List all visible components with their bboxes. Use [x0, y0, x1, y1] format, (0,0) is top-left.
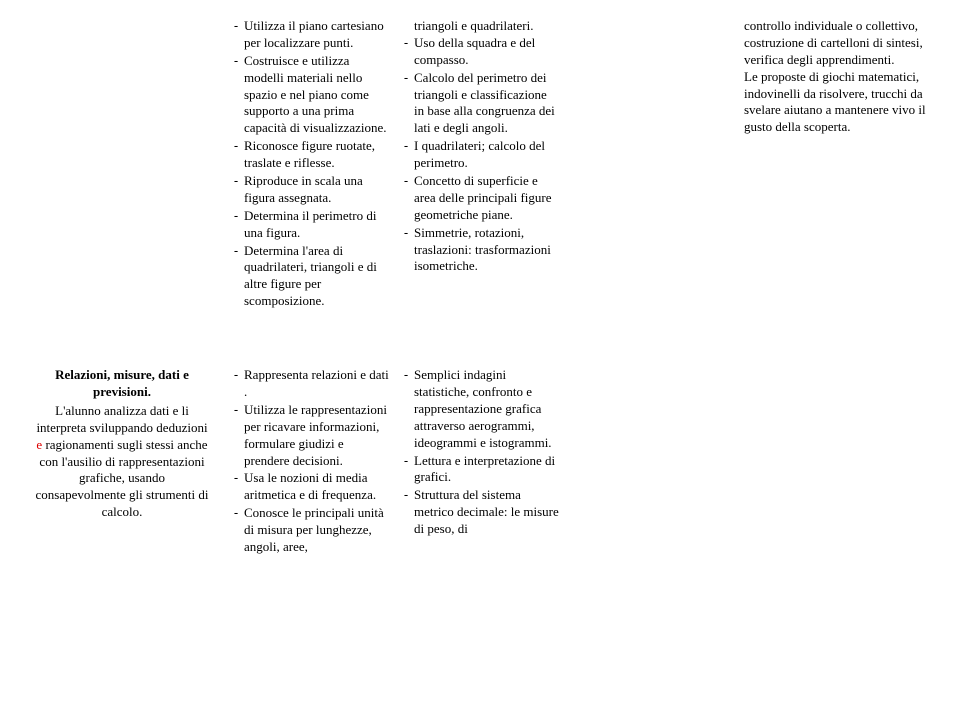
- dash-icon: -: [228, 173, 244, 190]
- item-text: Simmetrie, rotazioni, traslazioni: trasf…: [414, 225, 560, 276]
- list-item: -I quadrilateri; calcolo del perimetro.: [398, 138, 560, 172]
- section-body: L'alunno analizza dati e li interpreta s…: [30, 403, 214, 521]
- item-text: Semplici indagini statistiche, confronto…: [414, 367, 560, 451]
- list-item: -Calcolo del perimetro dei triangoli e c…: [398, 70, 560, 138]
- dash-icon: -: [228, 402, 244, 419]
- item-text: Lettura e interpretazione di grafici.: [414, 453, 560, 487]
- item-text: Concetto di superficie e area delle prin…: [414, 173, 560, 224]
- list-item: -Struttura del sistema metrico decimale:…: [398, 487, 560, 538]
- top-col4: [564, 12, 734, 317]
- item-text: I quadrilateri; calcolo del perimetro.: [414, 138, 560, 172]
- list-item: -Utilizza il piano cartesiano per locali…: [228, 18, 390, 52]
- dash-icon: -: [228, 208, 244, 225]
- list-item: -Conosce le principali unità di misura p…: [228, 505, 390, 556]
- dash-icon: -: [398, 225, 414, 242]
- list-item: -Lettura e interpretazione di grafici.: [398, 453, 560, 487]
- item-text: Struttura del sistema metrico decimale: …: [414, 487, 560, 538]
- list-item: -Usa le nozioni di media aritmetica e di…: [228, 470, 390, 504]
- top-col3: triangoli e quadrilateri. -Uso della squ…: [394, 12, 564, 317]
- list-item: -Rappresenta relazioni e dati .: [228, 367, 390, 401]
- bottom-col3-list: -Semplici indagini statistiche, confront…: [398, 367, 560, 538]
- list-item: -Utilizza le rappresentazioni per ricava…: [228, 402, 390, 470]
- dash-icon: -: [398, 487, 414, 504]
- heading-bold: Relazioni, misure, dati e previsioni.: [55, 367, 189, 399]
- list-item: -Determina l'area di quadrilateri, trian…: [228, 243, 390, 311]
- dash-icon: -: [398, 138, 414, 155]
- item-text: Uso della squadra e del compasso.: [414, 35, 560, 69]
- list-item: -Costruisce e utilizza modelli materiali…: [228, 53, 390, 137]
- top-col5: controllo individuale o collettivo, cost…: [734, 12, 936, 317]
- bottom-row: Relazioni, misure, dati e previsioni. L'…: [24, 361, 936, 563]
- dash-icon: -: [398, 70, 414, 87]
- bottom-col1: Relazioni, misure, dati e previsioni. L'…: [24, 361, 224, 563]
- dash-icon: -: [228, 505, 244, 522]
- dash-icon: -: [398, 35, 414, 52]
- top-col1: [24, 12, 224, 317]
- list-item: -Riconosce figure ruotate, traslate e ri…: [228, 138, 390, 172]
- dash-icon: -: [398, 453, 414, 470]
- item-text: Conosce le principali unità di misura pe…: [244, 505, 390, 556]
- item-text: Determina il perimetro di una figura.: [244, 208, 390, 242]
- bottom-col4: [564, 361, 734, 563]
- list-item: -Riproduce in scala una figura assegnata…: [228, 173, 390, 207]
- item-text: Costruisce e utilizza modelli materiali …: [244, 53, 390, 137]
- item-text: Determina l'area di quadrilateri, triang…: [244, 243, 390, 311]
- list-item: -Semplici indagini statistiche, confront…: [398, 367, 560, 451]
- dash-icon: -: [228, 53, 244, 70]
- body-post: ragionamenti sugli stessi anche con l'au…: [36, 437, 209, 520]
- bottom-col2-list: -Rappresenta relazioni e dati . -Utilizz…: [228, 367, 390, 556]
- dash-icon: -: [228, 243, 244, 260]
- bottom-col2: -Rappresenta relazioni e dati . -Utilizz…: [224, 361, 394, 563]
- top-col3-list: -Uso della squadra e del compasso. -Calc…: [398, 35, 560, 275]
- bottom-col5: [734, 361, 936, 563]
- section-heading: Relazioni, misure, dati e previsioni.: [30, 367, 214, 401]
- item-text: Utilizza le rappresentazioni per ricavar…: [244, 402, 390, 470]
- list-item: -Simmetrie, rotazioni, traslazioni: tras…: [398, 225, 560, 276]
- col3-intro: triangoli e quadrilateri.: [398, 18, 560, 35]
- col5-text: controllo individuale o collettivo, cost…: [744, 18, 930, 136]
- body-pre: L'alunno analizza dati e li interpreta s…: [36, 403, 207, 435]
- dash-icon: -: [228, 470, 244, 487]
- dash-icon: -: [228, 367, 244, 384]
- dash-icon: -: [398, 173, 414, 190]
- row-gap: [24, 317, 936, 361]
- item-text: Calcolo del perimetro dei triangoli e cl…: [414, 70, 560, 138]
- item-text: Utilizza il piano cartesiano per localiz…: [244, 18, 390, 52]
- bottom-col3: -Semplici indagini statistiche, confront…: [394, 361, 564, 563]
- item-text: Rappresenta relazioni e dati .: [244, 367, 390, 401]
- item-text: Riproduce in scala una figura assegnata.: [244, 173, 390, 207]
- dash-icon: -: [228, 18, 244, 35]
- top-row: -Utilizza il piano cartesiano per locali…: [24, 12, 936, 317]
- item-text: Usa le nozioni di media aritmetica e di …: [244, 470, 390, 504]
- list-item: -Determina il perimetro di una figura.: [228, 208, 390, 242]
- dash-icon: -: [398, 367, 414, 384]
- list-item: -Concetto di superficie e area delle pri…: [398, 173, 560, 224]
- top-col2-list: -Utilizza il piano cartesiano per locali…: [228, 18, 390, 310]
- dash-icon: -: [228, 138, 244, 155]
- top-col2: -Utilizza il piano cartesiano per locali…: [224, 12, 394, 317]
- item-text: Riconosce figure ruotate, traslate e rif…: [244, 138, 390, 172]
- list-item: -Uso della squadra e del compasso.: [398, 35, 560, 69]
